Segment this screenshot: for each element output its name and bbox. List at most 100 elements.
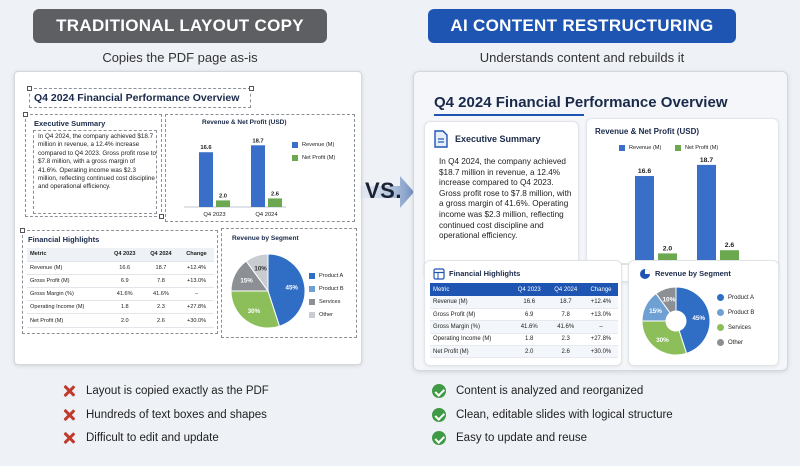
resize-handle[interactable] (23, 112, 28, 117)
exec-summary-textbox[interactable]: Executive Summary In Q4 2024, the compan… (25, 114, 162, 217)
segment-pie-card[interactable]: Revenue by Segment 45% 30% 15% 10% Product … (628, 260, 779, 366)
table-cell: 2.3 (547, 333, 584, 347)
x-tick-label: Q4 2023 (203, 212, 225, 218)
pie-slice-product-a (675, 286, 711, 354)
revenue-segment-pie: 45% 30% 15%10% (230, 253, 306, 329)
table-cell: +12.4% (179, 261, 214, 275)
pie-value-label: 30% (656, 337, 669, 344)
table-cell: 2.0 (510, 345, 548, 359)
table-cell: Net Profit (M) (430, 345, 511, 359)
bar-revenue-m-q4-2023 (635, 176, 654, 264)
segment-pie-frame[interactable]: Revenue by Segment 45% 30% 15% 10% Product … (221, 228, 357, 338)
restructured-slide[interactable]: Q4 2024 Financial Performance Overview E… (413, 71, 788, 371)
check-icon (432, 384, 446, 398)
resize-handle[interactable] (159, 214, 164, 219)
slide-title: Q4 2024 Financial Performance Overview (34, 92, 240, 104)
table-cell: 41.6% (142, 287, 180, 302)
legend-net-profit: Net Profit (M) (292, 155, 335, 161)
table-cell: 2.6 (142, 313, 180, 328)
bar-chart-title: Revenue & Net Profit (USD) (595, 127, 700, 136)
legend-other: Other (717, 339, 743, 346)
drawback-bullet: Difficult to edit and update (62, 431, 219, 445)
table-cell: Revenue (M) (27, 261, 107, 275)
financial-highlights-card[interactable]: Financial Highlights Metric Q4 2023 Q4 202… (424, 260, 622, 366)
cross-icon (62, 431, 76, 445)
table-cell: +13.0% (179, 274, 214, 289)
resize-handle[interactable] (27, 86, 32, 91)
table-cell: 16.6 (106, 261, 143, 275)
legend-revenue: Revenue (M) (619, 145, 661, 151)
table-cell: Operating Income (M) (430, 333, 511, 347)
title-textbox[interactable]: Q4 2024 Financial Performance Overview (29, 88, 251, 108)
legend-services: Services (309, 299, 340, 305)
exec-summary-card[interactable]: Executive Summary In Q4 2024, the compan… (424, 121, 579, 279)
table-cell: Net Profit (M) (27, 313, 107, 328)
ai-subheader: Understands content and rebuilds it (479, 50, 685, 65)
legend-product-b: Product B (309, 286, 344, 292)
benefit-bullet: Content is analyzed and reorganized (432, 384, 643, 398)
table-cell: 1.8 (106, 300, 143, 315)
table-row: Operating Income (M) 1.8 2.3 +27.8% (27, 300, 214, 315)
legend-product-b: Product B (717, 309, 754, 316)
table-cell: +30.0% (583, 345, 618, 359)
x-tick-label: Q4 2024 (255, 212, 278, 218)
table-cell: +30.0% (179, 313, 214, 328)
legend-services: Services (717, 324, 751, 331)
table-cell: Gross Profit (M) (27, 274, 107, 289)
table-cell: 1.8 (510, 333, 548, 347)
table-row: Gross Profit (M) 6.9 7.8 +13.0% (27, 274, 214, 289)
traditional-slide[interactable]: Q4 2024 Financial Performance Overview E… (14, 71, 362, 365)
bar-revenue-m-q4-2024 (697, 164, 716, 264)
column-header: Q4 2023 (510, 283, 548, 296)
body-textbox-outline[interactable] (33, 130, 157, 214)
column-header: Change (179, 248, 214, 262)
resize-handle[interactable] (249, 86, 254, 91)
table-cell: +13.0% (583, 308, 618, 322)
pie-chart-title: Revenue by Segment (232, 235, 299, 242)
table-cell: – (179, 287, 214, 302)
pie-value-label: 15% (649, 308, 662, 315)
pie-value-label: 15% (240, 278, 253, 285)
table-cell: +27.8% (179, 300, 214, 315)
ai-restructuring-header: AI CONTENT RESTRUCTURING (428, 9, 736, 43)
table-row: Gross Profit (M) 6.9 7.8 +13.0% (430, 308, 618, 322)
bar-revenue-m-q4-2024 (251, 145, 265, 207)
resize-handle[interactable] (20, 228, 25, 233)
traditional-layout-header: TRADITIONAL LAYOUT COPY (33, 9, 327, 43)
exec-summary-body: In Q4 2024, the company achieved $18.7 m… (38, 133, 156, 191)
legend-product-a: Product A (717, 294, 754, 301)
pie-slice-product-b (230, 290, 281, 329)
table-cell: 2.6 (547, 345, 584, 359)
financial-highlights-table-frame[interactable]: Financial Highlights Metric Q4 2023 Q4 202… (22, 230, 218, 334)
bar-net-profit-m-q4-2023 (216, 200, 230, 207)
bar-chart-frame[interactable]: Revenue & Net Profit (USD) 16.6 2.0 Q4 202… (165, 114, 355, 222)
table-cell: +12.4% (583, 296, 618, 309)
bar-value-label: 16.6 (200, 145, 212, 151)
pie-value-label: 10% (254, 266, 267, 273)
pie-slice-other (655, 286, 677, 314)
document-icon (434, 130, 448, 148)
financial-highlights-title: Financial Highlights (28, 235, 100, 244)
table-cell: 2.3 (142, 300, 180, 315)
financial-highlights-table: Metric Q4 2023 Q4 2024 Change Revenue (M) 16.… (27, 248, 214, 328)
pie-value-label: 10% (662, 297, 675, 304)
bar-value-label: 2.0 (663, 245, 673, 252)
table-cell: 2.0 (106, 313, 143, 328)
bar-chart-card[interactable]: Revenue & Net Profit (USD) Revenue (M) N… (586, 118, 779, 282)
exec-summary-body: In Q4 2024, the company achieved $18.7 m… (439, 157, 572, 241)
pie-slice-other (245, 253, 269, 293)
bar-value-label: 2.6 (725, 242, 735, 249)
table-cell: Gross Margin (%) (430, 320, 511, 334)
bar-net-profit-m-q4-2024 (268, 198, 282, 207)
table-cell: Gross Margin (%) (27, 287, 107, 302)
table-row: Net Profit (M) 2.0 2.6 +30.0% (430, 345, 618, 359)
pie-value-label: 30% (248, 308, 261, 315)
table-row: Net Profit (M) 2.0 2.6 +30.0% (27, 313, 214, 328)
exec-summary-title: Executive Summary (34, 119, 106, 128)
column-header: Change (583, 283, 618, 296)
table-cell: 6.9 (510, 308, 548, 322)
bar-net-profit-m-q4-2023 (658, 253, 677, 264)
benefit-bullet: Easy to update and reuse (432, 431, 587, 445)
